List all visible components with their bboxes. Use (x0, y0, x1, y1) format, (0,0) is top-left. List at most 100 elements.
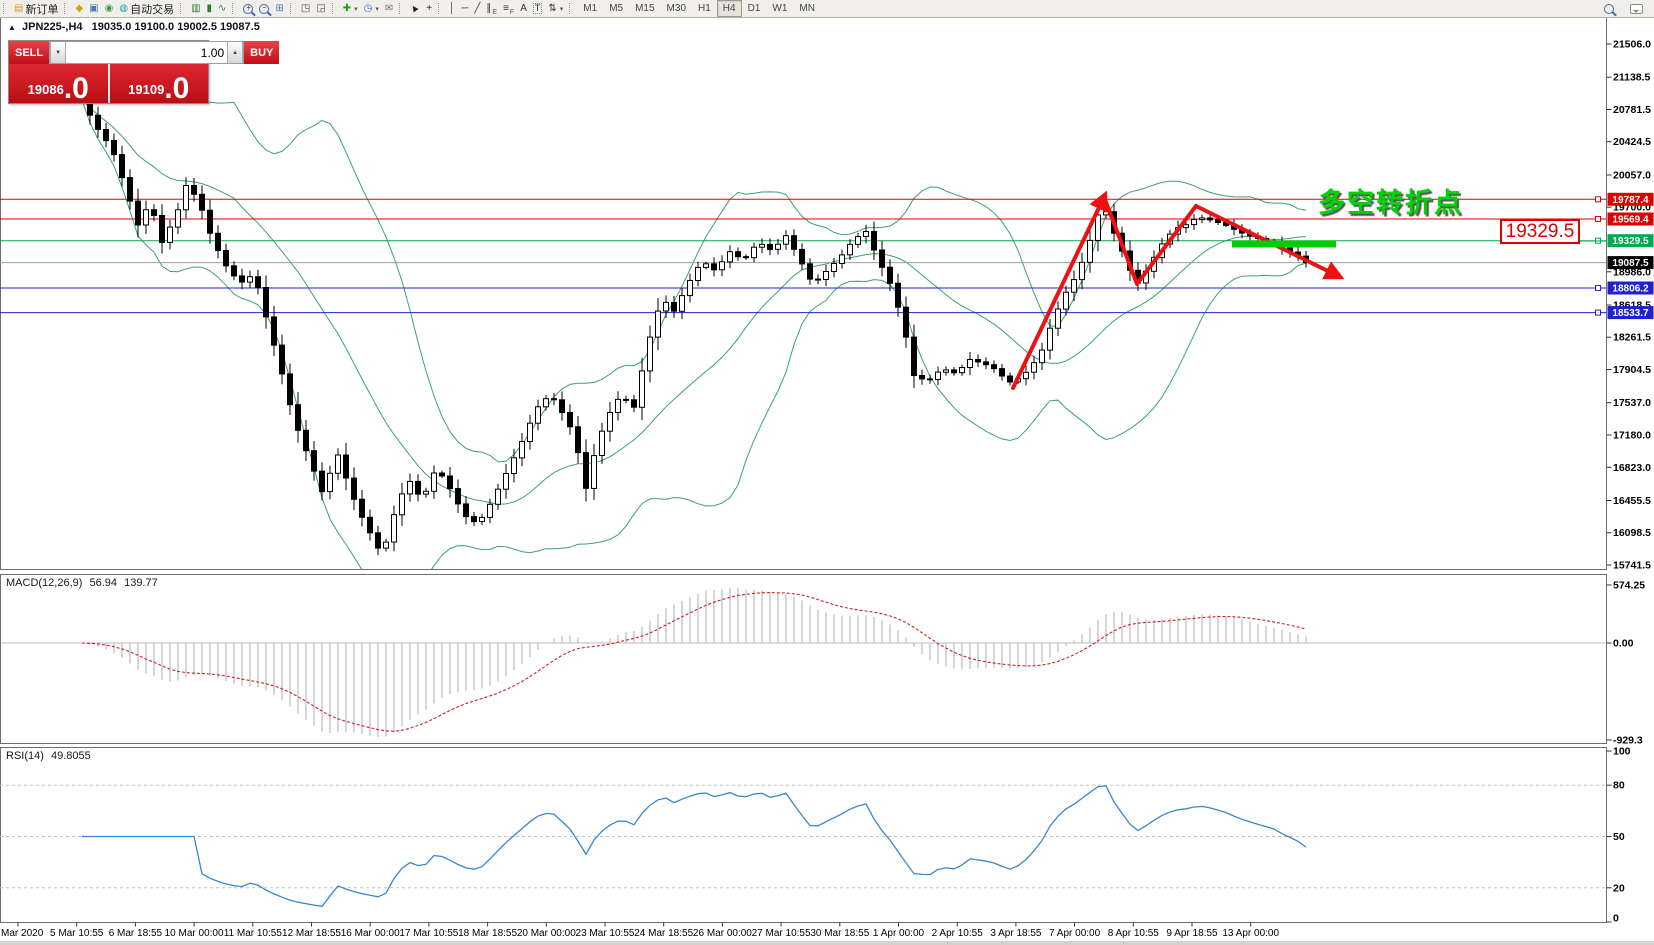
svg-text:19569.4: 19569.4 (1612, 215, 1649, 226)
chart-ohlc: 19035.0 19100.0 19002.5 19087.5 (91, 21, 260, 33)
timeframe-h1-button[interactable]: H1 (698, 3, 711, 14)
toolbar: ▤ 新订单 ◆ ▣ ◉ ◍ 自动交易 ▥ ▮ ∿ + − ⊞ ◳ ◲ ✚ ▾ ◷ ▾ ✉ ▲ + │ ─ ╱ ∥ E ≡ F A T ⇅ ▾ M1… (0, 0, 1654, 18)
chart-candle-icon: ▮ (206, 2, 213, 14)
buy-price-main: 19109 (128, 82, 165, 97)
new-order-button[interactable]: ▤ 新订单 (11, 1, 61, 16)
svg-text:20: 20 (1613, 882, 1625, 894)
add-indicator-button[interactable]: ✚ ▾ (340, 1, 361, 16)
price-callout-box[interactable]: 19329.5 (1500, 219, 1580, 244)
svg-text:7 Apr 00:00: 7 Apr 00:00 (1049, 928, 1101, 939)
toolbar-grip (64, 3, 68, 14)
candles-series (79, 90, 1309, 556)
data-window-button[interactable]: ▣ (86, 1, 101, 16)
buy-button[interactable]: BUY (244, 41, 280, 64)
channel-button[interactable]: ∥ E (483, 1, 500, 16)
volume-input[interactable] (66, 42, 228, 63)
sell-price-pips: .0 (63, 71, 89, 105)
show-history-button[interactable]: ◳ (298, 1, 313, 16)
toolbar-group: ✚ ▾ ◷ ▾ ✉ (329, 0, 397, 17)
arrows-icon: ⇅ (548, 2, 557, 14)
chart-line-button[interactable]: ∿ (215, 1, 229, 16)
svg-text:18 Mar 18:55: 18 Mar 18:55 (458, 928, 517, 939)
timeframe-d1-button[interactable]: D1 (747, 3, 761, 14)
periods-button[interactable]: ◷ ▾ (361, 1, 382, 16)
svg-text:5 Mar 10:55: 5 Mar 10:55 (50, 928, 104, 939)
sell-price[interactable]: 19086 .0 (9, 64, 110, 103)
toolbar-grip (438, 3, 442, 14)
sell-button[interactable]: SELL (9, 41, 50, 64)
svg-text:4 Mar 2020: 4 Mar 2020 (0, 928, 44, 939)
turning-point-annotation[interactable]: 多空转折点 (1318, 188, 1463, 218)
toolbar-group: + − ⊞ (229, 0, 286, 17)
zoom-in-icon: + (243, 3, 254, 14)
zoom-in-button[interactable]: + (240, 1, 256, 16)
market-watch-button[interactable]: ◆ (72, 1, 86, 16)
vline-button[interactable]: │ (446, 1, 458, 16)
price-axis[interactable]: 21506.021138.520781.520424.520057.019700… (1606, 39, 1654, 572)
chevron-down-icon: ▾ (375, 5, 379, 13)
trendline-button[interactable]: ╱ (471, 1, 483, 16)
chart-candle-button[interactable]: ▮ (204, 1, 216, 16)
svg-text:2 Apr 10:55: 2 Apr 10:55 (932, 928, 984, 939)
svg-text:10 Mar 00:00: 10 Mar 00:00 (165, 928, 224, 939)
svg-text:19087.5: 19087.5 (1612, 258, 1649, 269)
buy-price[interactable]: 19109 .0 (109, 64, 208, 103)
autotrading-button[interactable]: ◍ 自动交易 (116, 1, 177, 16)
timeframe-mn-button[interactable]: MN (799, 3, 815, 14)
navigator-button[interactable]: ◉ (102, 1, 117, 16)
auto-arrange-button[interactable]: ◲ (313, 1, 328, 16)
label-button[interactable]: T (530, 1, 546, 16)
timeframe-h4-button[interactable]: H4 (716, 0, 742, 17)
hline-button[interactable]: ─ (458, 1, 471, 16)
svg-text:18261.5: 18261.5 (1613, 332, 1651, 344)
timeframe-m15-button[interactable]: M15 (635, 3, 655, 14)
svg-text:21506.0: 21506.0 (1613, 39, 1651, 51)
zoom-out-button[interactable]: − (256, 1, 272, 16)
label-icon: T (532, 3, 543, 14)
svg-text:23 Mar 10:55: 23 Mar 10:55 (576, 928, 635, 939)
svg-text:16823.0: 16823.0 (1613, 462, 1651, 474)
channel-icon: ∥ (486, 2, 492, 14)
timeframe-m1-button[interactable]: M1 (583, 3, 598, 14)
templates-button[interactable]: ✉ (382, 1, 396, 16)
cursor-button[interactable]: ▲ (407, 1, 423, 16)
search-button[interactable] (1601, 1, 1617, 16)
volume-box: ▼ ▲ (49, 41, 245, 64)
svg-text:8 Apr 10:55: 8 Apr 10:55 (1108, 928, 1160, 939)
templates-icon: ✉ (384, 2, 394, 14)
timeframe-m5-button[interactable]: M5 (609, 3, 624, 14)
periods-icon: ◷ (363, 2, 373, 14)
tile-windows-button[interactable]: ⊞ (272, 1, 286, 16)
svg-text:17180.0: 17180.0 (1613, 430, 1651, 442)
arrows-button[interactable]: ⇅ ▾ (545, 1, 566, 16)
svg-text:15741.5: 15741.5 (1613, 560, 1651, 572)
crosshair-button[interactable]: + (423, 1, 435, 16)
market-watch-icon: ◆ (75, 2, 84, 14)
chart-bar-button[interactable]: ▥ (188, 1, 203, 16)
toolbar-grip (289, 3, 294, 14)
autotrading-icon: ◍ (119, 2, 129, 14)
svg-text:24 Mar 18:55: 24 Mar 18:55 (634, 928, 693, 939)
timeframe-w1-button[interactable]: W1 (772, 3, 788, 14)
chart-title: ▲ JPN225-,H4 19035.0 19100.0 19002.5 190… (8, 21, 260, 33)
show-history-icon: ◳ (300, 2, 311, 14)
text-button[interactable]: A (517, 1, 530, 16)
chart-bar-icon: ▥ (191, 2, 201, 14)
crosshair-icon: + (426, 2, 433, 14)
volume-decrease-button[interactable]: ▼ (50, 42, 67, 63)
toolbar-right (1601, 1, 1654, 16)
volume-increase-button[interactable]: ▲ (227, 42, 244, 63)
svg-text:574.25: 574.25 (1613, 580, 1645, 592)
fibonacci-button[interactable]: ≡ F (500, 1, 517, 16)
svg-text:17 Mar 10:55: 17 Mar 10:55 (399, 928, 458, 939)
chat-button[interactable] (1627, 1, 1646, 16)
timeframe-m30-button[interactable]: M30 (666, 3, 686, 14)
toolbar-group: ◳ ◲ (287, 0, 329, 17)
svg-text:19787.4: 19787.4 (1612, 195, 1649, 206)
svg-text:50: 50 (1613, 831, 1625, 843)
svg-text:13 Apr 00:00: 13 Apr 00:00 (1222, 928, 1279, 939)
new-order-icon: ▤ (14, 2, 24, 14)
